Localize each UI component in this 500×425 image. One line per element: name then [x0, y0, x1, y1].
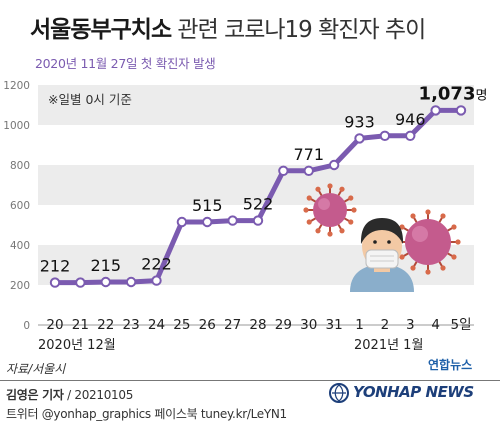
y-tick-label: 600	[10, 200, 30, 212]
x-tick-label: 5일	[450, 317, 471, 333]
data-point	[100, 276, 111, 288]
x-tick-label: 1	[355, 317, 364, 333]
y-tick-label: 400	[10, 240, 30, 252]
title-rest: 관련 코로나19 확진자 추이	[171, 17, 426, 43]
masked-person-icon	[350, 218, 414, 292]
data-point	[303, 165, 314, 177]
data-point	[202, 216, 213, 228]
x-tick-label: 26	[199, 317, 216, 333]
data-point	[430, 105, 441, 116]
data-point	[328, 159, 340, 171]
x-tick-label: 21	[72, 317, 89, 333]
data-label: 522	[243, 195, 274, 214]
data-point	[227, 215, 238, 226]
month-label-2021-01: 2021년 1월	[354, 338, 423, 353]
y-tick-label: 0	[23, 320, 30, 332]
x-tick-label: 23	[123, 317, 140, 333]
data-label: 771	[293, 145, 324, 164]
masked-person-virus-illustration	[303, 183, 461, 292]
data-label: 515	[192, 196, 223, 215]
credit-date: / 20210105	[67, 388, 134, 402]
yonhap-logo-english: YONHAP NEWS	[353, 383, 474, 401]
x-tick-label: 29	[275, 317, 292, 333]
reporter-name: 김영은 기자	[6, 388, 64, 402]
chart-title: 서울동부구치소 관련 코로나19 확진자 추이	[30, 10, 426, 44]
x-tick-label: 25	[173, 317, 190, 333]
grid-band	[38, 165, 474, 205]
data-point	[379, 130, 391, 142]
data-label: 212	[40, 257, 71, 276]
x-tick-label: 22	[97, 317, 114, 333]
data-label: 933	[344, 112, 375, 131]
data-point	[455, 105, 467, 116]
x-tick-label: 4	[431, 317, 440, 333]
x-tick-label: 31	[326, 317, 343, 333]
data-point	[278, 165, 289, 177]
virus-icon	[303, 183, 357, 237]
y-tick-label: 1200	[3, 80, 30, 92]
y-tick-label: 200	[10, 280, 30, 292]
chart-note: ※일별 0시 기준	[48, 92, 132, 107]
chart-subtitle: 2020년 11월 27일 첫 확진자 발생	[35, 56, 216, 71]
grid-band	[38, 85, 474, 125]
footer-divider	[0, 380, 500, 381]
yonhap-globe-icon	[329, 383, 349, 403]
x-tick-label: 20	[46, 317, 63, 333]
social-links: 트위터 @yonhap_graphics 페이스북 tuney.kr/LeYN1	[6, 407, 287, 421]
data-label: 215	[90, 256, 121, 275]
data-point	[125, 276, 137, 288]
title-main: 서울동부구치소	[30, 17, 172, 43]
month-label-2020-12: 2020년 12월	[38, 338, 116, 353]
virus-icon	[395, 209, 461, 275]
y-tick-label: 1000	[3, 120, 30, 132]
data-label: 222	[141, 255, 172, 274]
data-point	[252, 215, 264, 226]
yonhap-logo-korean: 연합뉴스	[428, 358, 473, 372]
data-point	[151, 275, 162, 286]
data-point	[354, 133, 365, 144]
data-point	[75, 277, 86, 288]
data-label: 946	[395, 110, 426, 129]
y-tick-label: 800	[10, 160, 30, 172]
x-tick-label: 30	[300, 317, 317, 333]
data-point	[176, 216, 188, 228]
data-label: 1,073명	[419, 83, 488, 104]
x-tick-label: 24	[148, 317, 165, 333]
data-point	[405, 130, 416, 142]
x-tick-label: 3	[406, 317, 415, 333]
x-tick-label: 27	[224, 317, 241, 333]
x-tick-label: 28	[249, 317, 266, 333]
x-tick-label: 2	[381, 317, 390, 333]
credit-line: 김영은 기자 / 20210105	[6, 386, 133, 403]
data-point	[49, 277, 61, 288]
source-note: 자료/서울시	[6, 362, 66, 376]
